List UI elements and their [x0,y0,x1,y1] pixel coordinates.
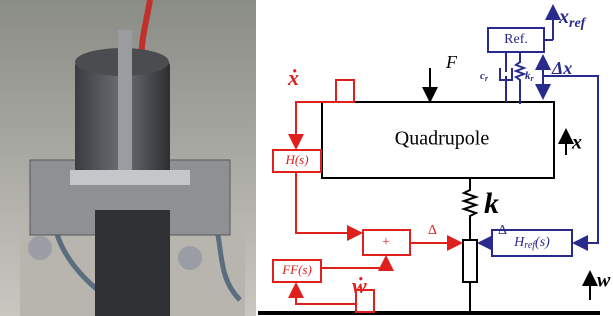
k-label: k [484,187,499,220]
xdot-line [296,102,336,148]
spring-r [516,52,524,104]
delta-red-label: Δ [428,223,437,238]
ff-out [321,257,386,268]
spring-k [464,178,476,230]
page: Quadrupole F x k w Ref. xref cr kr Δx Hr… [0,0,613,316]
damper [500,52,512,102]
cr-label: cr [480,70,489,83]
xref-sub: ref [569,16,587,31]
h-label: H(s) [284,152,308,167]
href-rest: (s) [535,235,550,250]
kr-label: kr [525,70,535,83]
xref-label: xref [558,6,587,32]
xdot-sensor [336,80,354,102]
ff-label: FF(s) [281,262,312,277]
delta-blue-label: Δ [498,223,507,238]
kr-sub: r [531,74,535,83]
wdot-line [296,284,356,304]
w-label: w [597,270,611,292]
force-label: F [445,52,458,72]
xdot-label: ẋ [287,65,299,90]
sensor [463,240,477,282]
h-out [296,172,361,233]
ref-label: Ref. [504,32,528,47]
sum-label: + [382,235,390,250]
href-label: Href(s) [513,235,550,251]
x-label: x [571,132,582,154]
quadrupole-label: Quadrupole [395,128,490,150]
xref-base: x [558,6,569,28]
photo [0,0,256,316]
wdot-label: ẇ [352,273,367,298]
cr-sub: r [485,74,489,83]
